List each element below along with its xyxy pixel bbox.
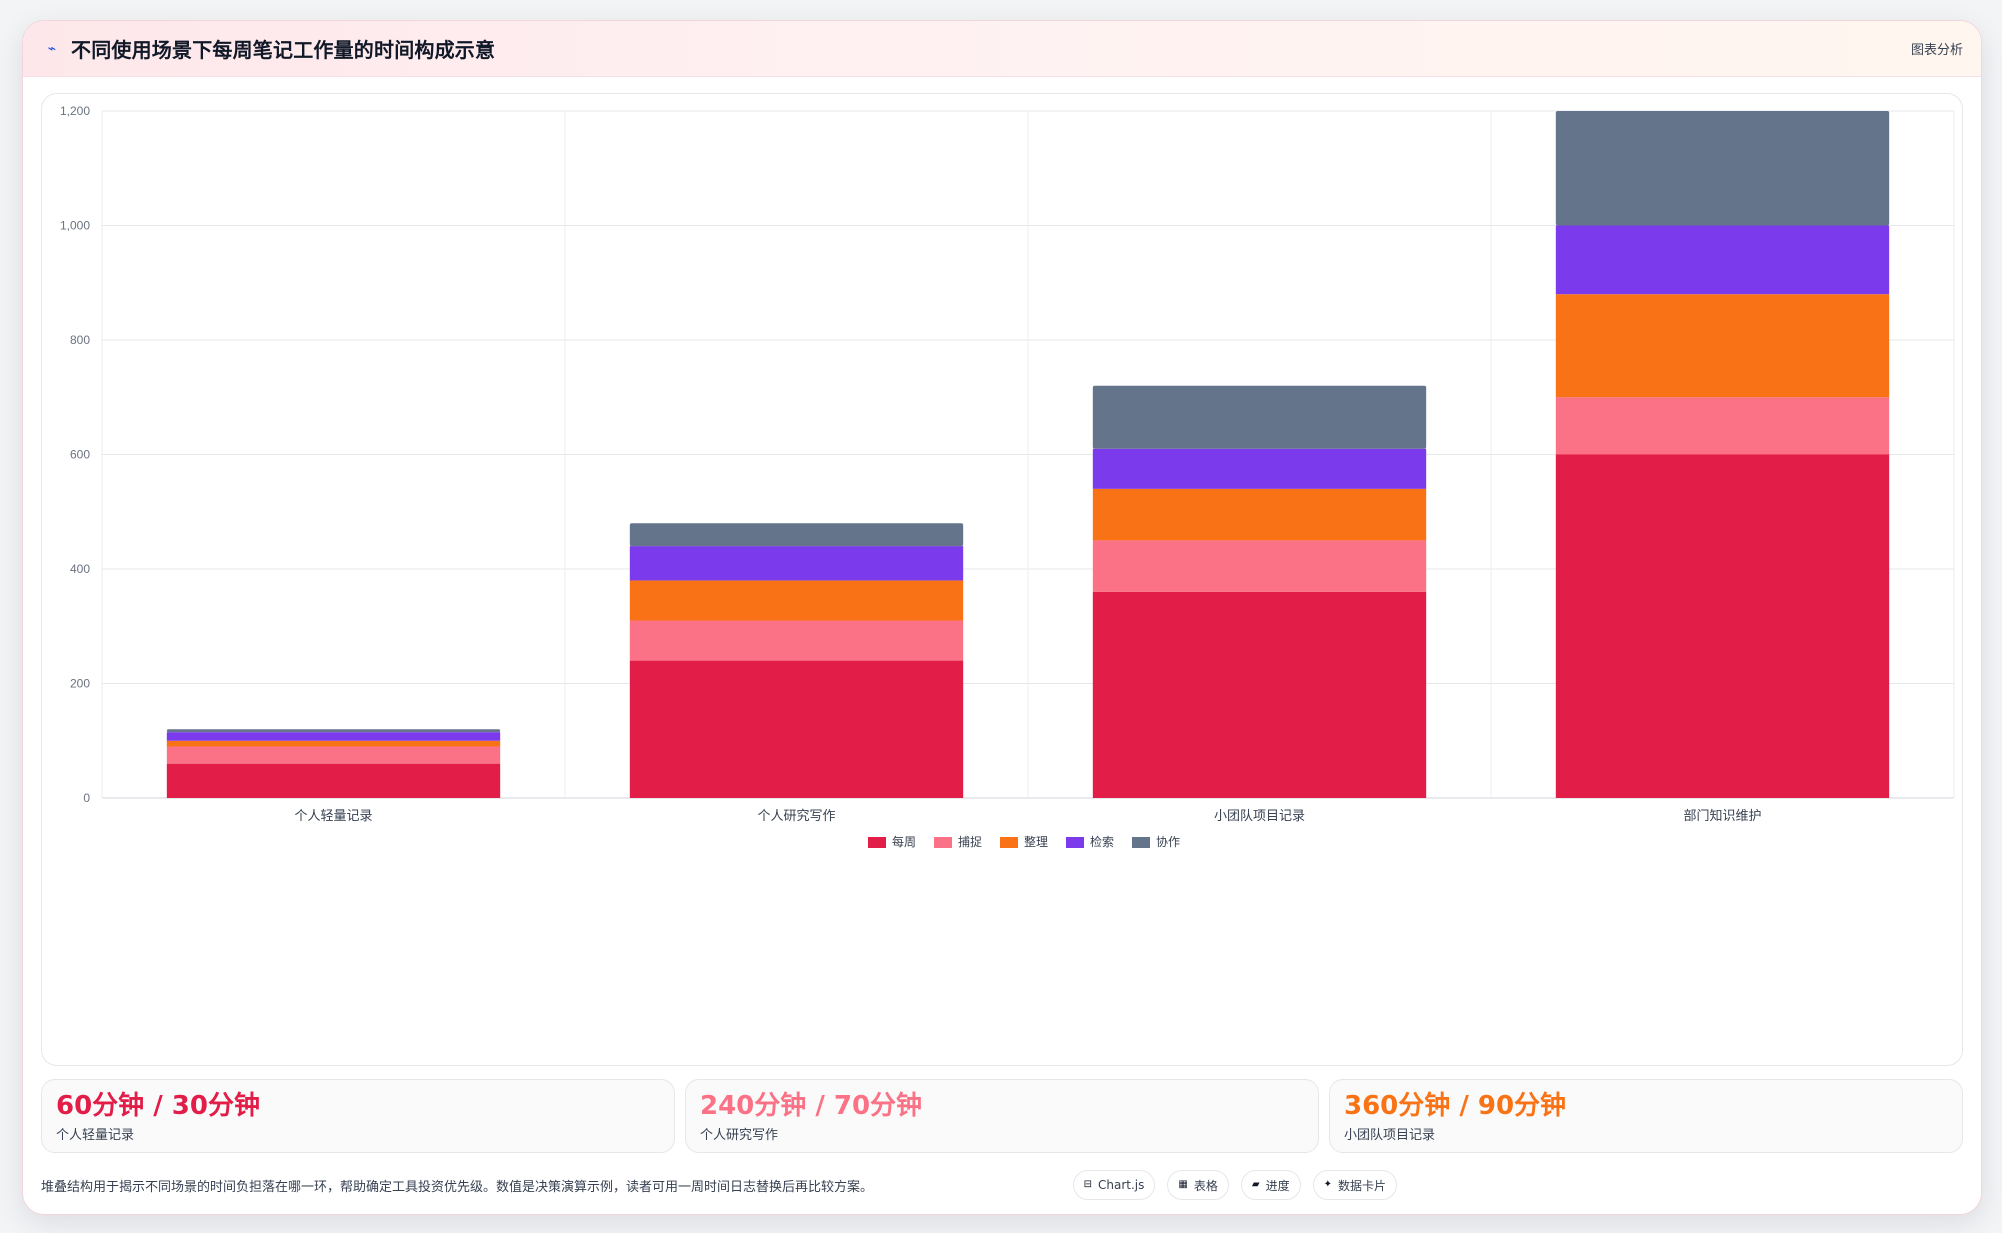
bar-segment[interactable]	[1555, 397, 1890, 455]
y-tick-label: 1,000	[60, 219, 90, 233]
page-title: 不同使用场景下每周笔记工作量的时间构成示意	[71, 38, 496, 62]
footer-note: 堆叠结构用于揭示不同场景的时间负担落在哪一环，帮助确定工具投资优先级。数值是决策…	[41, 1179, 874, 1195]
y-tick-label: 1,200	[60, 104, 90, 118]
chart-header: ⌁ 不同使用场景下每周笔记工作量的时间构成示意 图表分析	[23, 21, 1981, 77]
legend-swatch	[1132, 837, 1150, 848]
card-icon: ✦	[1323, 1179, 1332, 1190]
table-icon: ▦	[1178, 1179, 1188, 1190]
x-tick-label: 部门知识维护	[1683, 808, 1761, 823]
data-card-chip[interactable]: ✦ 数据卡片	[1312, 1170, 1397, 1200]
stat-value-light-notes: 60分钟 / 30分钟	[56, 1091, 260, 1121]
legend-swatch	[868, 837, 886, 848]
y-tick-label: 800	[70, 333, 90, 347]
legend-label: 检索	[1090, 834, 1114, 849]
legend-label: 每周	[892, 834, 916, 849]
bar-segment[interactable]	[1555, 454, 1890, 799]
chart-analysis-button[interactable]: 图表分析	[1910, 43, 1963, 58]
legend-swatch	[1066, 837, 1084, 848]
x-tick-label: 小团队项目记录	[1214, 808, 1305, 823]
progress-chip[interactable]: ▰ 进度	[1240, 1170, 1301, 1200]
legend-item[interactable]: 检索	[1066, 834, 1114, 849]
chart-card: 0 200 400 600 800 1,000 1,200 个人轻量记录 个人研究写作 小团队项目…	[41, 93, 1963, 1066]
legend-swatch	[934, 837, 952, 848]
legend-item[interactable]: 每周	[868, 834, 916, 849]
bar-segment[interactable]	[1555, 294, 1890, 398]
x-tick-label: 个人轻量记录	[294, 808, 372, 823]
table-chip[interactable]: ▦ 表格	[1167, 1170, 1229, 1200]
chip-label: Chart.js	[1098, 1178, 1145, 1192]
stat-label-light-notes: 个人轻量记录	[56, 1127, 135, 1143]
legend-swatch	[1000, 837, 1018, 848]
bar-segment[interactable]	[629, 660, 964, 798]
stat-label-research-writing: 个人研究写作	[700, 1127, 779, 1143]
sparkline-icon: ⌁	[47, 40, 57, 57]
y-tick-label: 400	[70, 562, 90, 576]
bar-segment[interactable]	[1092, 385, 1427, 449]
bar-segment[interactable]	[1092, 591, 1427, 798]
bar-segment[interactable]	[629, 620, 964, 661]
app-window: ⌁ 不同使用场景下每周笔记工作量的时间构成示意 图表分析 0 200 400 600 8…	[22, 20, 1982, 1215]
bar-segment[interactable]	[1555, 225, 1890, 295]
y-tick-label: 0	[83, 791, 90, 805]
chip-label: 进度	[1265, 1178, 1290, 1193]
bar-segment[interactable]	[629, 546, 964, 581]
legend-label: 整理	[1024, 834, 1048, 849]
stat-label-small-team: 小团队项目记录	[1344, 1127, 1436, 1143]
stat-value-research-writing: 240分钟 / 70分钟	[700, 1091, 923, 1121]
bar-segment[interactable]	[1092, 540, 1427, 592]
grid-lines	[101, 110, 1955, 799]
chip-label: 表格	[1193, 1178, 1218, 1193]
x-tick-label: 个人研究写作	[757, 808, 835, 823]
bar-segment[interactable]	[166, 763, 501, 798]
legend-label: 捕捉	[958, 834, 982, 849]
bar-segment[interactable]	[166, 729, 501, 733]
progress-icon: ▰	[1251, 1179, 1260, 1190]
legend-label: 协作	[1156, 834, 1180, 849]
stacked-bar-chart: 0 200 400 600 800 1,000 1,200 个人轻量记录 个人研究写作 小团队项目…	[60, 104, 1955, 849]
legend-item[interactable]: 捕捉	[934, 834, 982, 849]
bar-segment[interactable]	[1555, 111, 1890, 226]
chip-label: 数据卡片	[1337, 1178, 1386, 1193]
bar-segment[interactable]	[629, 580, 964, 621]
chart-legend: 每周 捕捉 整理 检索 协作	[868, 834, 1180, 849]
bar-series-group	[166, 111, 1890, 799]
bar-segment[interactable]	[166, 746, 501, 764]
stat-value-small-team: 360分钟 / 90分钟	[1344, 1091, 1567, 1121]
stat-card-small-team: 360分钟 / 90分钟 小团队项目记录	[1329, 1079, 1963, 1153]
legend-item[interactable]: 协作	[1132, 834, 1180, 849]
stats-row: 60分钟 / 30分钟 个人轻量记录 240分钟 / 70分钟 个人研究写作 3…	[41, 1079, 1963, 1153]
title-group: ⌁ 不同使用场景下每周笔记工作量的时间构成示意	[43, 34, 495, 63]
y-tick-label: 600	[70, 448, 90, 462]
y-tick-label: 200	[70, 677, 90, 691]
chip-list: ⊟ Chart.js ▦ 表格 ▰ 进度 ✦ 数据卡片	[1072, 1170, 1397, 1200]
bar-segment[interactable]	[1092, 488, 1427, 541]
chart-icon: ⊟	[1083, 1179, 1093, 1190]
footer: 堆叠结构用于揭示不同场景的时间负担落在哪一环，帮助确定工具投资优先级。数值是决策…	[41, 1169, 1963, 1201]
bar-segment[interactable]	[166, 740, 501, 747]
bar-segment[interactable]	[1092, 448, 1427, 489]
stat-card-light-notes: 60分钟 / 30分钟 个人轻量记录	[41, 1079, 675, 1153]
bar-segment[interactable]	[166, 732, 501, 741]
bar-segment[interactable]	[629, 523, 964, 547]
chartjs-chip[interactable]: ⊟ Chart.js	[1072, 1170, 1156, 1200]
stat-card-research-writing: 240分钟 / 70分钟 个人研究写作	[685, 1079, 1319, 1153]
legend-item[interactable]: 整理	[1000, 834, 1048, 849]
